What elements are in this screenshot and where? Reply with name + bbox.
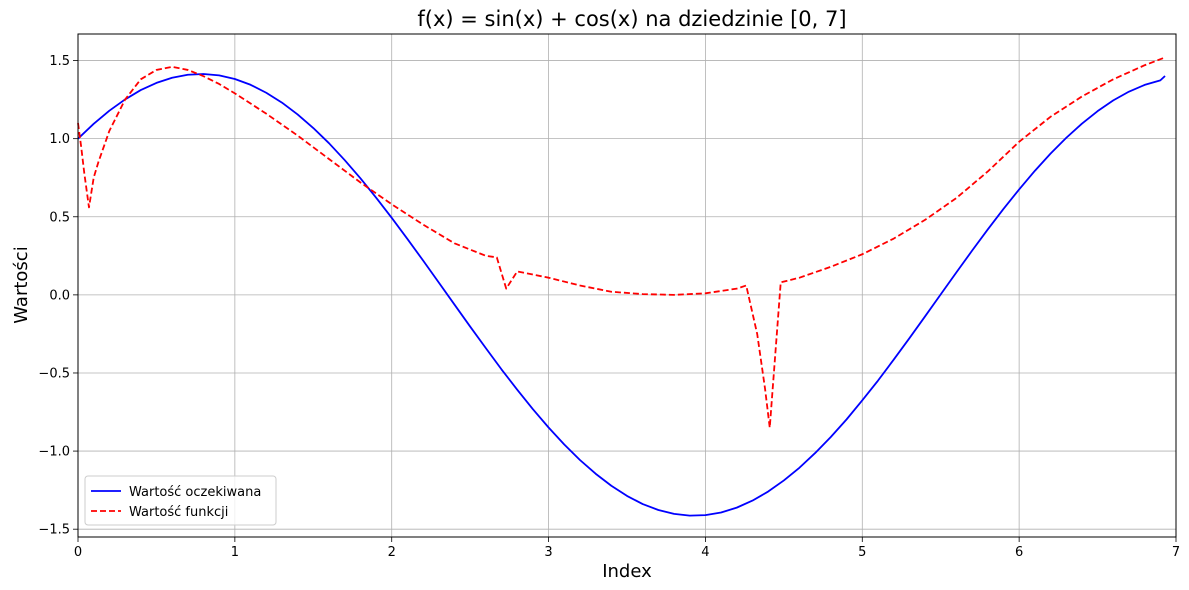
- y-axis-label: Wartości: [11, 246, 32, 323]
- x-axis: 0 1 2 3 4 5 6 7: [74, 537, 1180, 560]
- legend-label-wartosc-funkcji: Wartość funkcji: [129, 505, 228, 520]
- x-tick-label: 1: [231, 545, 239, 560]
- legend-box: [84, 475, 277, 526]
- y-tick-label: −1.0: [38, 445, 70, 460]
- chart-title: f(x) = sin(x) + cos(x) na dziedzinie [0,…: [417, 7, 846, 31]
- x-tick-label: 3: [544, 545, 552, 560]
- y-tick-label: 1.0: [49, 132, 70, 147]
- series-layer: [77, 56, 1166, 517]
- y-tick-label: 0.5: [49, 210, 70, 225]
- x-tick-label: 5: [858, 545, 866, 560]
- x-tick-label: 2: [388, 545, 396, 560]
- y-axis: −1.5 −1.0 −0.5 0.0 0.5 1.0 1.5: [38, 54, 78, 538]
- x-tick-label: 4: [701, 545, 709, 560]
- x-tick-label: 7: [1172, 545, 1180, 560]
- legend: Wartość oczekiwana Wartość funkcji: [84, 475, 277, 526]
- x-tick-label: 6: [1015, 545, 1023, 560]
- x-tick-label: 0: [74, 545, 82, 560]
- y-tick-label: −0.5: [38, 366, 70, 381]
- legend-label-wartosc-oczekiwana: Wartość oczekiwana: [129, 485, 261, 500]
- y-tick-label: −1.5: [38, 523, 70, 538]
- plot-frame: [77, 33, 1177, 538]
- series-line-wartosc-funkcji: [77, 56, 1166, 429]
- x-axis-label: Index: [602, 561, 652, 582]
- y-tick-label: 0.0: [49, 288, 70, 303]
- y-tick-label: 1.5: [49, 54, 70, 69]
- series-line-wartosc-oczekiwana: [77, 73, 1166, 517]
